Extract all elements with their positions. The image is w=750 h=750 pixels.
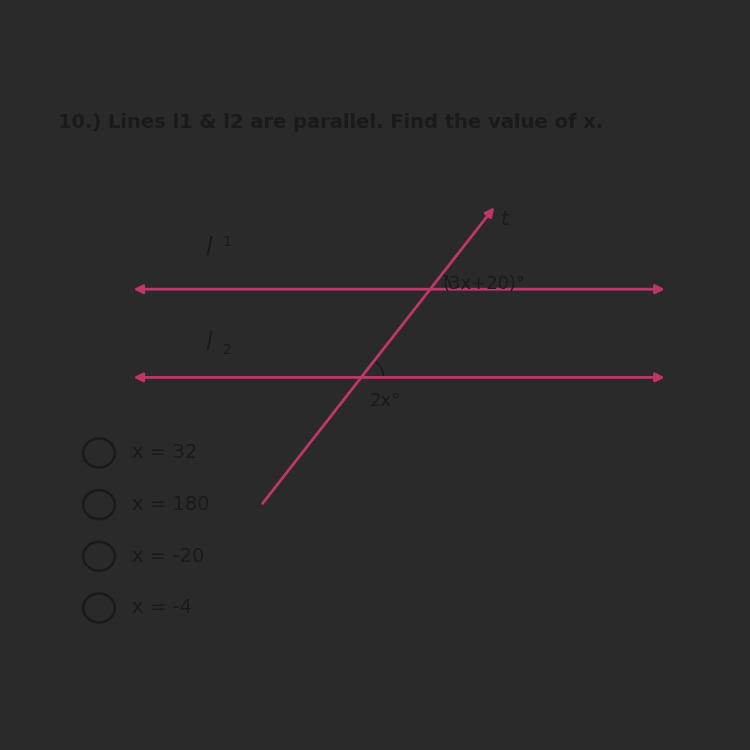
Text: 10.) Lines l1 & l2 are parallel. Find the value of x.: 10.) Lines l1 & l2 are parallel. Find th… — [58, 112, 603, 132]
Text: x = -20: x = -20 — [132, 547, 204, 566]
Text: $\it{l}$: $\it{l}$ — [206, 236, 214, 260]
Text: $2$: $2$ — [222, 344, 231, 357]
Text: x = 32: x = 32 — [132, 443, 197, 463]
Text: (3x+20)°: (3x+20)° — [442, 275, 526, 293]
Text: x = 180: x = 180 — [132, 495, 209, 514]
Text: $\it{l}$: $\it{l}$ — [206, 331, 214, 355]
Text: 2x°: 2x° — [370, 392, 400, 410]
Text: x = -4: x = -4 — [132, 598, 192, 617]
Text: $\it{t}$: $\it{t}$ — [500, 211, 510, 230]
Text: $1$: $1$ — [222, 235, 232, 249]
